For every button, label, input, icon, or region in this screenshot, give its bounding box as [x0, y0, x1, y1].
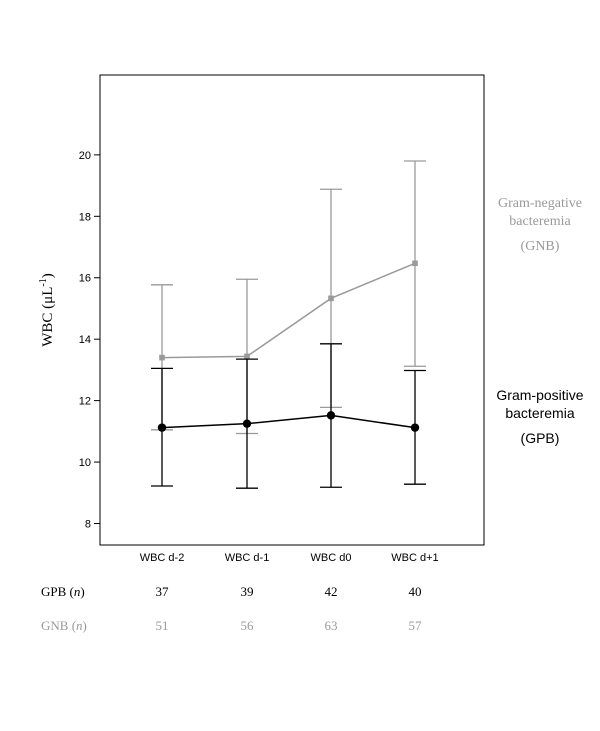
y-tick-label: 16: [79, 273, 91, 285]
legend-gpb: Gram-positive bacteremia (GPB): [496, 387, 583, 446]
count-gnb: 57: [409, 618, 423, 633]
legend-gnb-line3: (GNB): [521, 239, 560, 254]
count-gnb: 63: [325, 618, 338, 633]
count-row-gnb-label: GNB (n): [41, 618, 87, 633]
point-gnb: [412, 260, 418, 267]
point-gpb: [410, 423, 420, 432]
point-gnb: [159, 354, 165, 361]
point-gpb: [242, 419, 252, 428]
count-gpb: 40: [409, 584, 422, 599]
y-tick-label: 14: [79, 334, 91, 346]
legend-gpb-line2: bacteremia: [505, 405, 574, 421]
count-gnb: 56: [241, 618, 255, 633]
legend-gnb: Gram-negative bacteremia (GNB): [498, 196, 582, 254]
point-gnb: [244, 353, 250, 360]
y-axis-ticks: 8 10 12 14 16 18 20: [79, 150, 100, 530]
y-tick-label: 20: [79, 150, 91, 162]
x-category-label: WBC d+1: [391, 552, 438, 564]
y-tick-label: 10: [79, 457, 91, 469]
count-row-gpb-label: GPB (n): [41, 584, 85, 599]
series-line-gnb: [161, 262, 416, 359]
count-values: 37 39 42 40 51 56 63 57: [156, 584, 423, 633]
legend-gpb-line3: (GPB): [521, 430, 560, 446]
x-axis-categories: WBC d-2 WBC d-1 WBC d0 WBC d+1: [140, 552, 439, 564]
legend-gnb-line2: bacteremia: [509, 214, 571, 229]
y-axis-label: WBC (μL-1): [38, 273, 56, 346]
count-gpb: 37: [156, 584, 170, 599]
count-gnb: 51: [156, 618, 169, 633]
x-category-label: WBC d-1: [225, 552, 270, 564]
series-gpb: [151, 343, 426, 489]
y-tick-label: 18: [79, 211, 91, 223]
series-layer: [151, 160, 426, 489]
x-category-label: WBC d0: [311, 552, 352, 564]
point-gnb: [328, 295, 334, 302]
plot-frame: [99, 74, 485, 546]
count-gpb: 39: [241, 584, 254, 599]
x-category-label: WBC d-2: [140, 552, 185, 564]
series-line-gpb: [161, 414, 416, 429]
y-tick-label: 12: [79, 396, 91, 408]
legend-gnb-line1: Gram-negative: [498, 196, 582, 211]
point-gpb: [326, 411, 336, 420]
series-gnb: [151, 160, 426, 435]
y-tick-label: 8: [85, 518, 91, 530]
legend-gpb-line1: Gram-positive: [496, 387, 583, 403]
point-gpb: [157, 423, 167, 432]
count-gpb: 42: [325, 584, 338, 599]
